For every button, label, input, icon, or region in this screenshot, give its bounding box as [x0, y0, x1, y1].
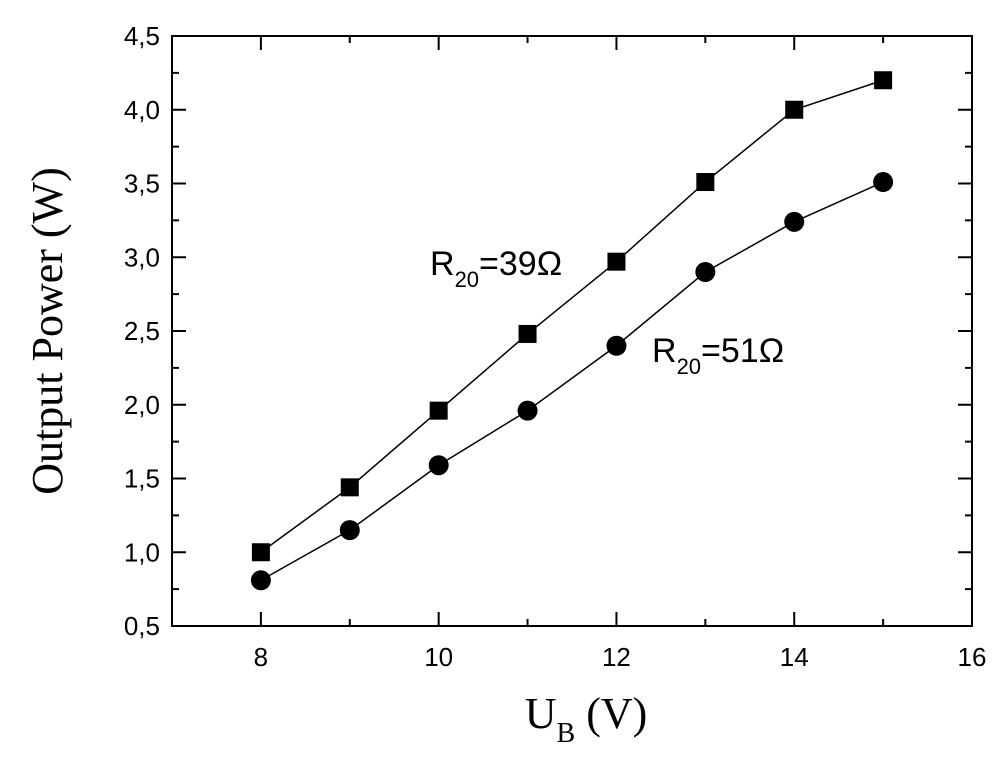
data-point-circle	[784, 211, 805, 232]
x-tick-label: 14	[780, 642, 809, 672]
data-point-square	[785, 100, 804, 119]
y-tick-label: 3,5	[124, 169, 160, 199]
annotation-51-main: R	[652, 332, 677, 370]
data-point-circle	[428, 455, 449, 476]
y-tick-label: 3,0	[124, 242, 160, 272]
series-annotation-51: R20=51Ω	[652, 332, 784, 379]
annotation-39-sub: 20	[455, 267, 479, 292]
data-point-square	[696, 173, 715, 192]
data-point-circle	[339, 520, 360, 541]
data-point-circle	[250, 570, 271, 591]
annotation-51-sub: 20	[677, 354, 701, 379]
axis-ticks: 8 10 12 14 16 0,5 1,0 1,5 2,0 2,5 3,0 3,5 4,0 4,5	[124, 21, 987, 672]
data-point-square	[607, 252, 626, 271]
plot-frame	[171, 35, 973, 627]
y-tick-label: 1,5	[124, 464, 160, 494]
y-tick-label: 4,0	[124, 95, 160, 125]
data-point-circle	[606, 335, 627, 356]
y-tick-label: 2,5	[124, 316, 160, 346]
x-axis-title-unit: (V)	[575, 689, 647, 738]
annotation-39-main: R	[430, 245, 455, 283]
annotation-51-rest: =51Ω	[701, 332, 784, 370]
x-axis-title-sub: B	[557, 718, 576, 749]
y-axis-title: Output Power (W)	[23, 167, 72, 495]
data-point-square	[874, 71, 893, 90]
annotation-39-rest: =39Ω	[479, 245, 562, 283]
x-tick-label: 12	[602, 642, 631, 672]
data-point-circle	[695, 262, 716, 282]
x-axis-title-main: U	[525, 689, 557, 738]
series-layer	[250, 71, 894, 591]
x-tick-label: 10	[424, 642, 453, 672]
y-tick-label: 1,0	[124, 537, 160, 567]
x-tick-label: 8	[254, 642, 268, 672]
data-point-square	[251, 543, 270, 562]
y-tick-label: 4,5	[124, 21, 160, 51]
x-axis-title: UB (V)	[525, 689, 648, 749]
data-point-square	[429, 401, 448, 420]
x-tick-label: 16	[958, 642, 987, 672]
data-point-circle	[517, 400, 538, 421]
data-point-circle	[873, 172, 894, 193]
y-tick-label: 2,0	[124, 390, 160, 420]
y-tick-label: 0,5	[124, 611, 160, 641]
series-line-square	[260, 79, 884, 553]
series-line-circle	[260, 181, 884, 581]
series-annotation-39: R20=39Ω	[430, 245, 562, 292]
data-point-square	[518, 324, 537, 343]
data-point-square	[340, 478, 359, 497]
